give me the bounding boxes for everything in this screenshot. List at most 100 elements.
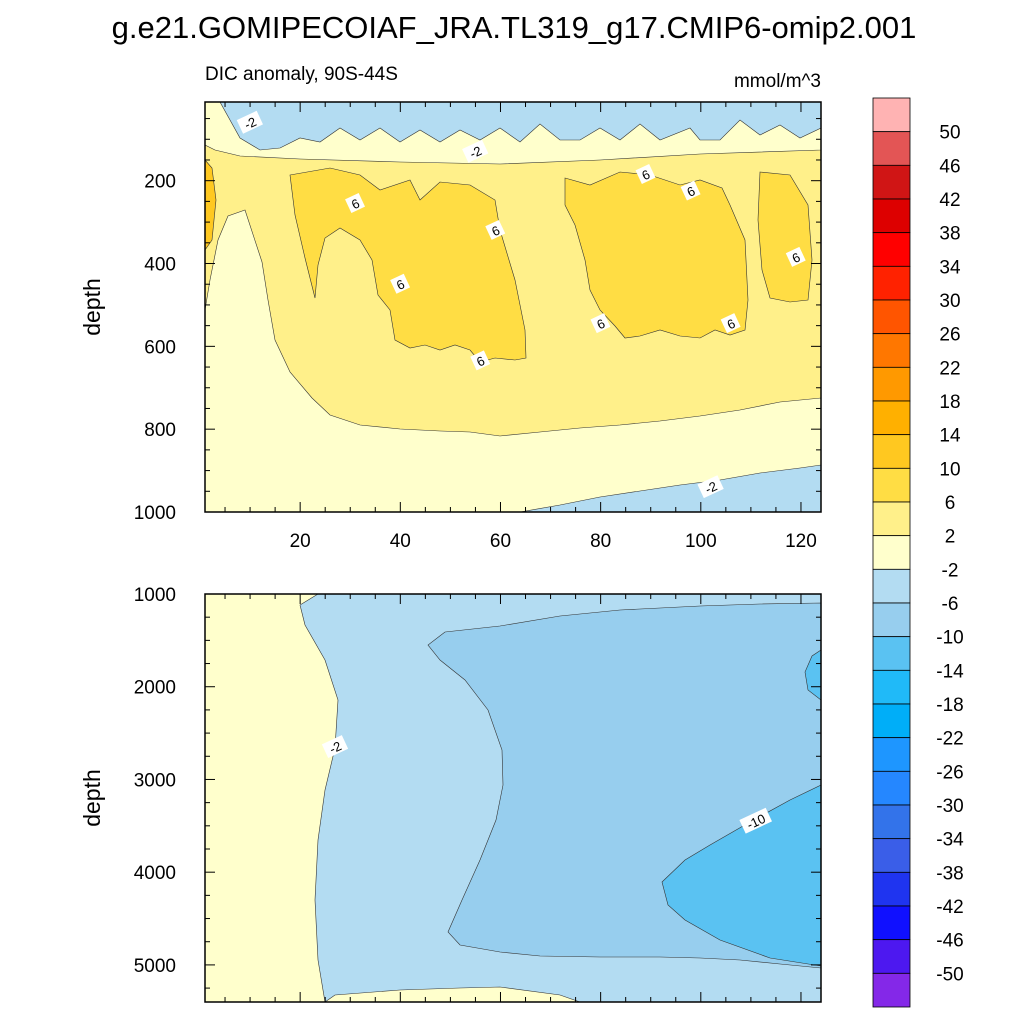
colorbar-swatch [872,939,911,974]
colorbar-label: -50 [936,964,963,985]
colorbar-swatch [872,501,911,537]
colorbar-label: -18 [936,695,963,716]
colorbar-label: 10 [939,459,960,480]
upper-axes: 20 40 60 80 100 120 200 400 600 800 1000 [134,102,821,552]
upper-contour-fills [205,102,821,512]
colorbar-swatch [872,703,911,739]
colorbar-swatch [872,467,911,503]
colorbar-label: 2 [945,527,956,548]
colorbar-label: 26 [939,325,960,346]
colorbar-label: -14 [936,661,964,682]
colorbar-swatch [872,131,911,166]
contour-label-text: -2 [703,478,720,496]
contour-label: -2 [462,139,489,163]
colorbar-label: -38 [936,863,963,884]
y-tick-label: 200 [144,172,176,193]
colorbar-swatch [872,535,911,570]
contour-label: -2 [236,110,264,134]
upper-fill-bottom-negative [519,464,821,512]
colorbar-label: -22 [936,729,963,750]
upper-ylabel: depth [79,278,105,336]
x-tick-label: 80 [590,531,611,552]
colorbar-label: 22 [939,358,960,379]
colorbar-swatch [872,232,911,267]
colorbar-label: 50 [939,123,960,144]
colorbar-label: -30 [936,796,963,817]
colorbar-swatch [872,737,911,772]
upper-fill-deep-band [205,209,821,512]
colorbar-swatch [872,198,911,234]
colorbar-swatch [872,400,911,436]
colorbar-label: 38 [939,224,960,245]
x-tick-label: 20 [290,531,311,552]
colorbar-swatch [872,770,911,806]
lower-contour-fills [205,594,821,1002]
y-tick-label: 1000 [134,585,176,606]
upper-contour-labels: -2 -2 6 6 6 6 6 6 6 6 6 -2 [236,110,806,499]
upper-plot-frame [204,101,822,513]
contour-label: 6 [635,164,656,184]
contour-label: -2 [321,735,349,758]
upper-subtitle: DIC anomaly, 90S-44S [205,64,398,85]
units-label: mmol/m^3 [734,71,821,92]
lower-axes: 1000 2000 3000 4000 5000 [134,585,821,1002]
y-tick-label: 600 [144,337,176,358]
x-tick-label: 100 [685,531,717,552]
upper-fill-core-6to10-a [289,167,527,363]
colorbar-label: 30 [939,291,960,312]
colorbar-label: 6 [945,493,956,514]
lower-contour-labels: -2 -10 [321,735,772,834]
contour-label: 6 [590,313,611,334]
contour-label: 6 [390,273,411,294]
x-tick-label: 60 [490,531,511,552]
colorbar-label: -26 [936,762,963,783]
contour-label: 6 [345,193,365,213]
contour-label: 6 [485,219,506,240]
contour-label-text: -2 [467,143,484,161]
x-tick-label: 120 [785,531,817,552]
colorbar-swatch [872,838,911,873]
contour-label-text: -2 [327,738,344,756]
y-tick-label: 4000 [134,863,176,884]
colorbar-swatch [872,636,911,671]
colorbar: 50 46 42 38 34 30 26 22 18 14 10 6 2 -2 -6 -10 -14 -18 -22… [872,97,964,1008]
colorbar-swatch [872,602,911,638]
y-tick-label: 3000 [134,770,176,791]
upper-fill-core-6to10-c [757,171,813,303]
contour-label-text: -2 [242,114,259,132]
colorbar-swatch [872,568,911,604]
upper-fill-surface-negative [219,102,821,151]
colorbar-swatch [872,804,911,840]
colorbar-swatch [872,164,911,200]
colorbar-label: 46 [939,156,960,177]
y-tick-label: 2000 [134,678,176,699]
colorbar-label: -2 [942,560,959,581]
contour-label: 6 [470,350,491,371]
colorbar-swatch [872,905,911,941]
lower-plot-frame [204,593,822,1003]
y-tick-label: 800 [144,420,176,441]
lower-ylabel: depth [79,769,105,827]
colorbar-label: 18 [939,392,960,413]
colorbar-label: -34 [936,830,964,851]
colorbar-label: 14 [939,426,961,447]
colorbar-swatch [872,333,911,368]
lower-fill-lower-pocket [324,986,581,1002]
colorbar-label: -10 [936,628,963,649]
contour-label-text: -10 [744,811,767,833]
colorbar-swatch [872,366,911,402]
lower-fill-right-edge-patch [804,649,821,701]
colorbar-swatch [872,669,911,705]
y-tick-label: 5000 [134,956,176,977]
colorbar-swatch [872,871,911,907]
colorbar-label: -42 [936,897,963,918]
contour-label: 6 [680,180,701,201]
colorbar-label: -6 [942,594,959,615]
colorbar-label: 42 [939,190,960,211]
colorbar-swatch [872,434,911,469]
contour-label: -2 [697,475,724,499]
contour-label: -10 [739,807,772,834]
upper-fill-core-6to10-b [564,171,749,339]
upper-fill-core-6to10-left [205,159,217,251]
